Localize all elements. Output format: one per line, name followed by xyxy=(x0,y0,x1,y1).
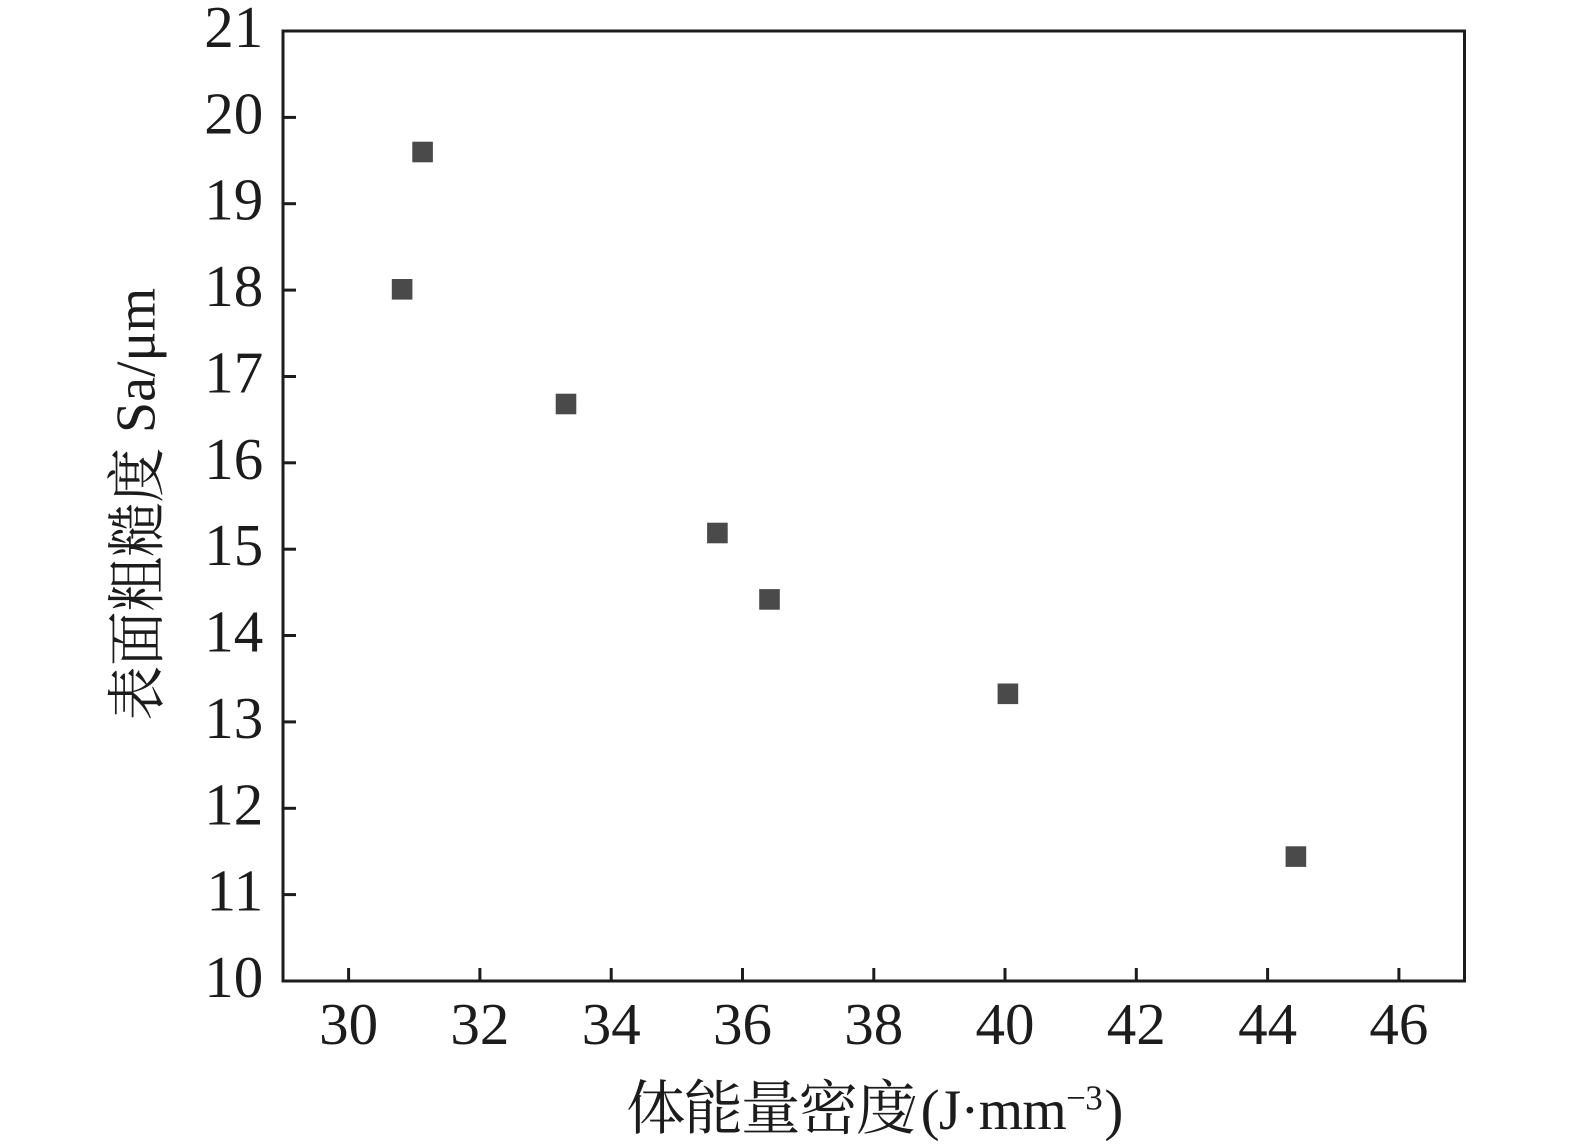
svg-text:32: 32 xyxy=(450,991,509,1057)
svg-text:21: 21 xyxy=(204,0,263,60)
svg-text:14: 14 xyxy=(204,599,263,665)
svg-text:/: / xyxy=(903,1086,916,1136)
svg-text:34: 34 xyxy=(582,991,641,1057)
svg-text:20: 20 xyxy=(204,80,263,146)
svg-text:30: 30 xyxy=(319,991,378,1057)
svg-text:46: 46 xyxy=(1369,991,1428,1057)
svg-text:19: 19 xyxy=(204,167,263,233)
svg-text:36: 36 xyxy=(713,991,772,1057)
svg-text:16: 16 xyxy=(204,426,263,492)
svg-text:38: 38 xyxy=(844,991,903,1057)
svg-text:18: 18 xyxy=(204,253,263,319)
svg-text:Sa/μm: Sa/μm xyxy=(105,288,167,433)
svg-text:10: 10 xyxy=(204,944,263,1010)
svg-text:(J·mm−3): (J·mm−3) xyxy=(921,1079,1123,1143)
svg-text:40: 40 xyxy=(976,991,1035,1057)
svg-text:11: 11 xyxy=(206,858,263,924)
svg-text:44: 44 xyxy=(1238,991,1297,1057)
svg-text:13: 13 xyxy=(204,685,263,751)
svg-text:12: 12 xyxy=(204,771,263,837)
svg-text:15: 15 xyxy=(204,512,263,578)
svg-text:17: 17 xyxy=(204,340,263,406)
svg-text:42: 42 xyxy=(1107,991,1166,1057)
